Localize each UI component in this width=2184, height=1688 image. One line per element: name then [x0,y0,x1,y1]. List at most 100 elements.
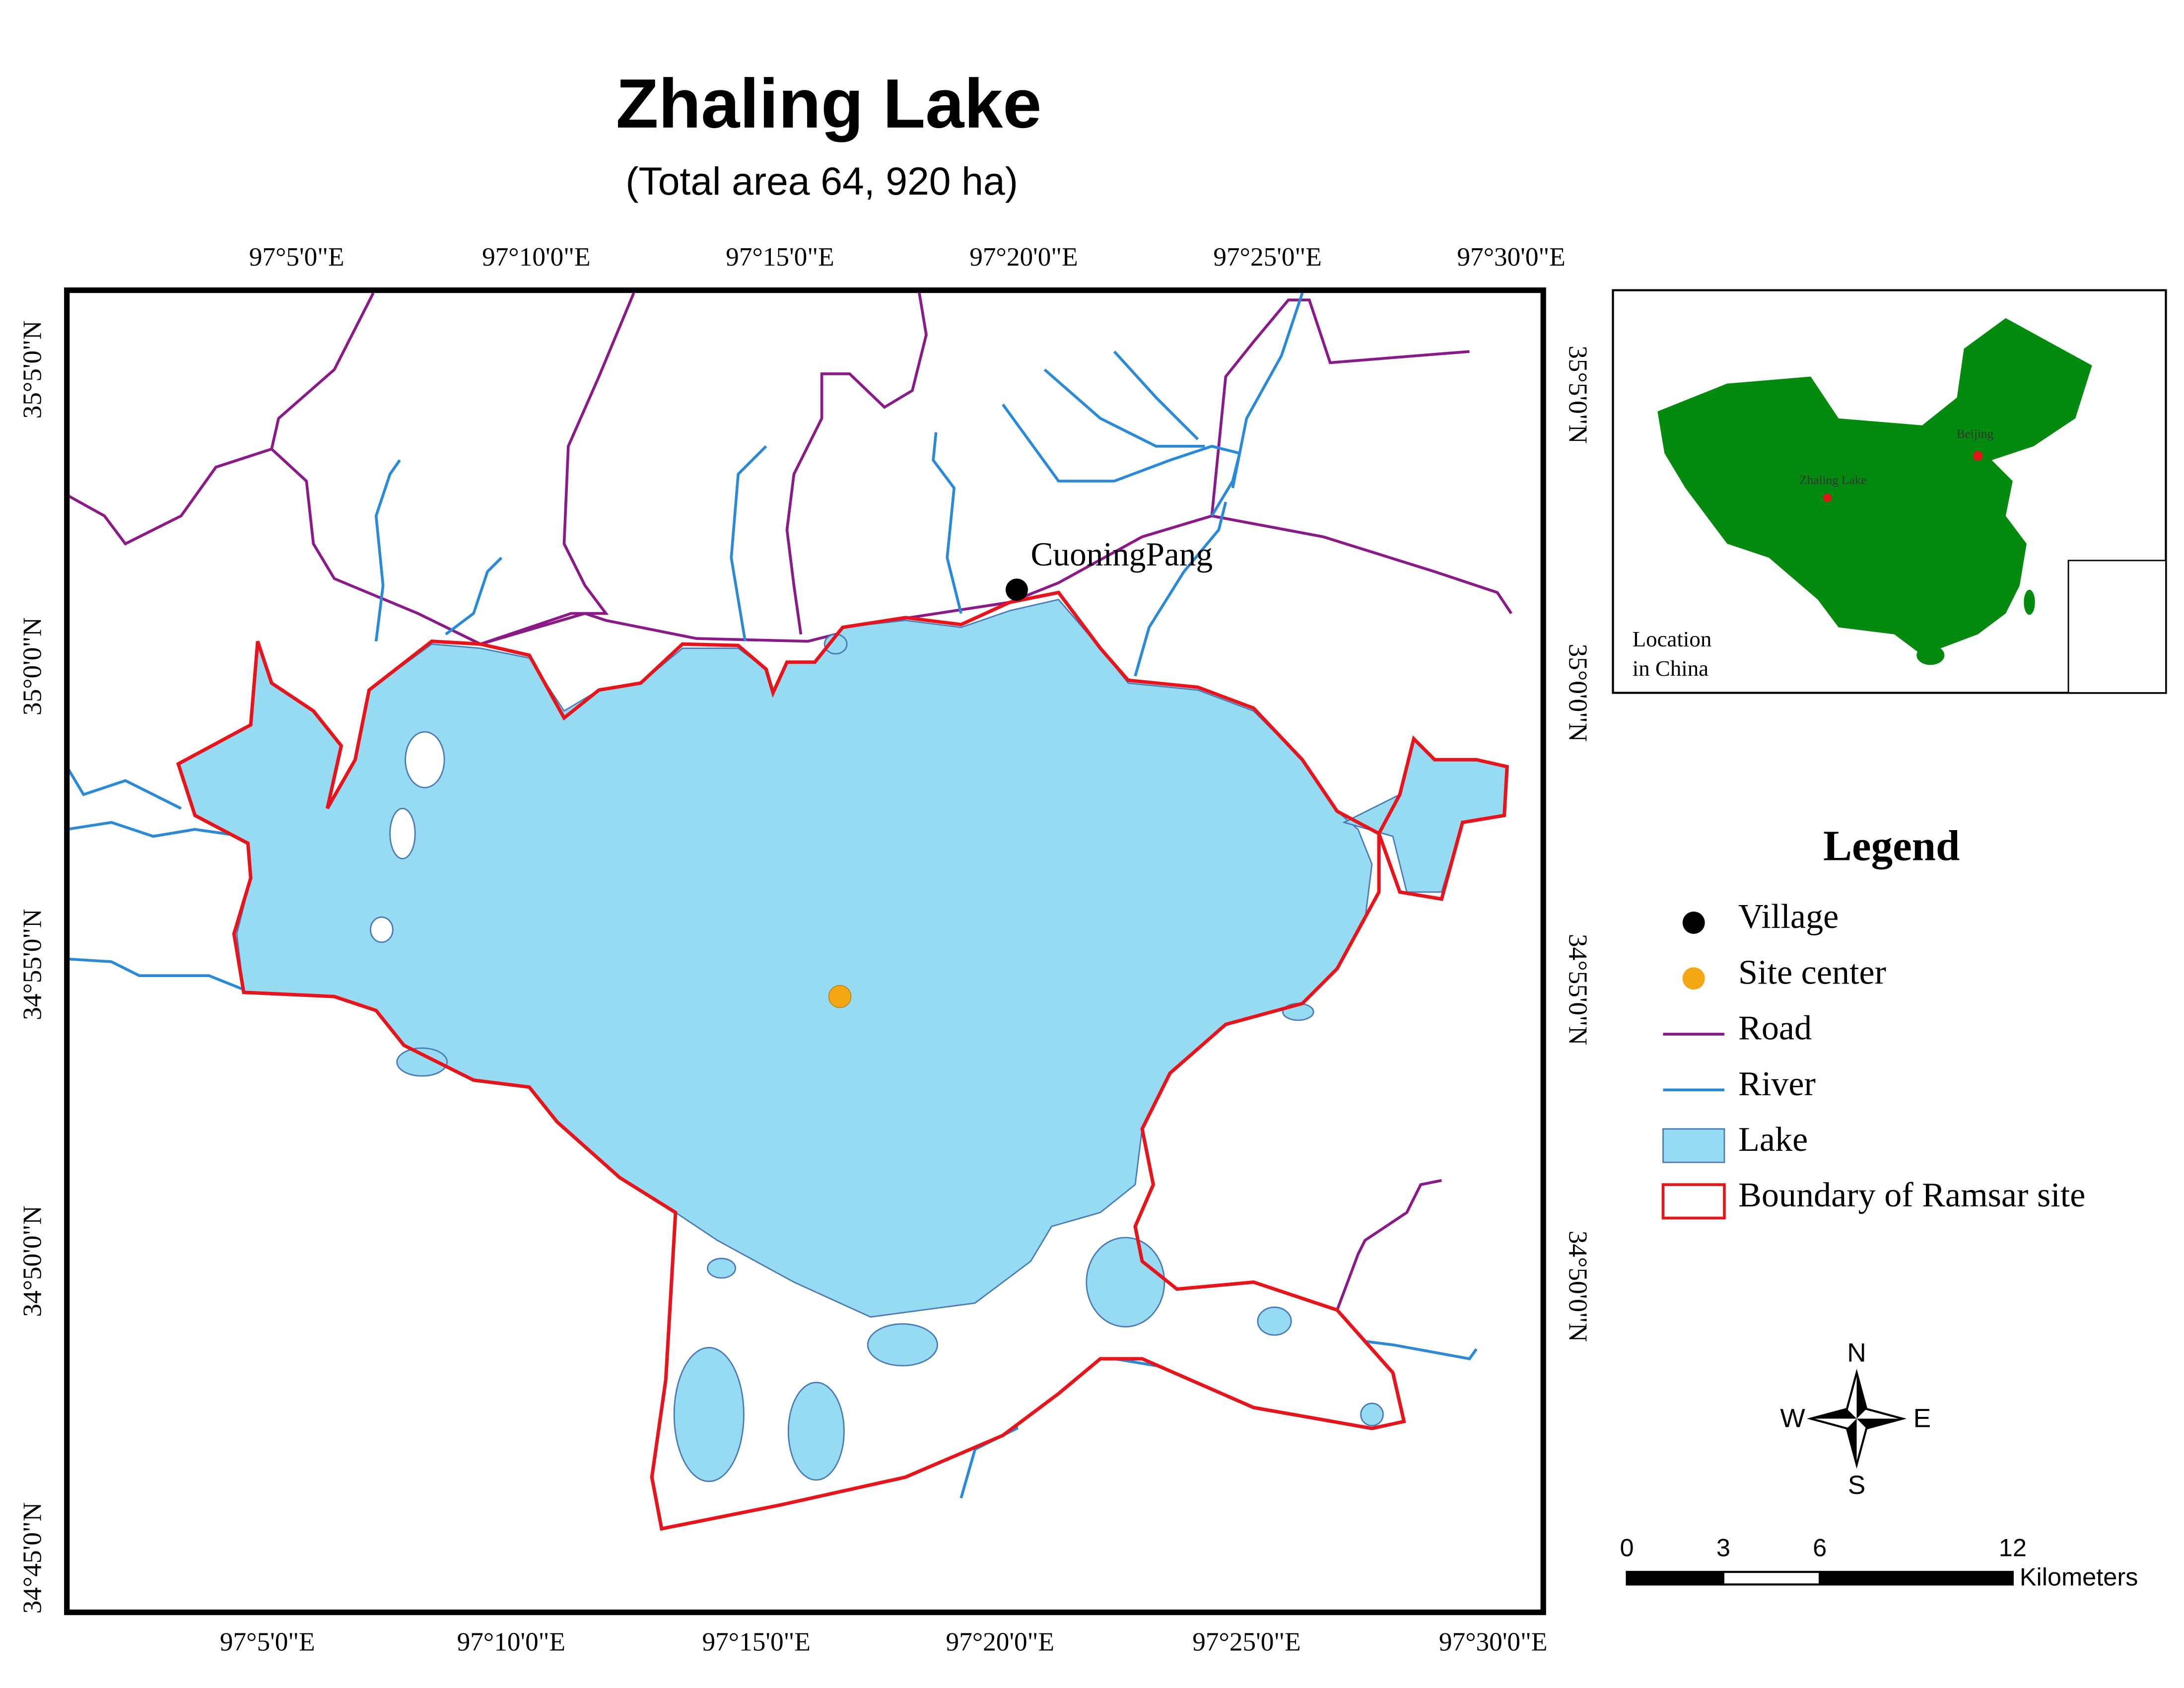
longitude-label: 97°20'0"E [946,1626,1054,1656]
latitude-label: 35°0'0"N [1563,644,1593,742]
longitude-label: 97°30'0"E [1439,1626,1547,1656]
compass-shade [1856,1372,1867,1419]
river [1134,501,1228,677]
island [389,808,416,859]
longitude-label: 97°15'0"E [726,242,834,272]
latitude-label: 34°55'0"N [1563,934,1593,1045]
legend-symbol [1662,1128,1725,1163]
latitude-label: 34°45'0"N [17,1502,47,1614]
river [1113,351,1199,440]
inset-lake-label: Zhaling Lake [1799,473,1866,487]
compass-n: N [1847,1338,1866,1368]
longitude-label: 97°20'0"E [969,242,1078,272]
lake [1360,1403,1384,1426]
site-center-marker [828,985,852,1008]
longitude-label: 97°5'0"E [249,242,344,272]
river [67,957,252,994]
village-marker [1006,578,1028,601]
legend-label: Lake [1738,1120,1808,1159]
legend-label: Site center [1738,953,1886,991]
map: CuoningPang [64,287,1546,1616]
capital-marker [1973,451,1983,461]
river [1043,368,1205,448]
latitude-label: 34°55'0"N [17,909,47,1020]
lake [396,1047,448,1077]
scale-segment [1819,1571,2014,1586]
road [1210,298,1470,516]
island [370,916,394,943]
subtitle: (Total area 64, 920 ha) [625,159,1018,203]
inset-caption: Location [1633,627,1712,651]
map-frame [64,287,1546,1616]
compass-shade [1846,1418,1857,1465]
longitude-label: 97°5'0"E [220,1626,315,1656]
compass-shade [1856,1418,1903,1429]
longitude-label: 97°15'0"E [702,1626,810,1656]
latitude-label: 35°5'0"N [1563,346,1593,444]
inset-capital-label: Beijing [1957,427,1994,441]
river [67,821,244,838]
scale-label: 0 [1620,1534,1634,1562]
river [66,766,182,810]
south-sea-box [2067,560,2167,694]
scale-segment [1626,1571,1724,1586]
lake [867,1323,938,1367]
title: Zhaling Lake [616,65,1042,142]
china [1657,318,2092,655]
scale-bar: Kilometers 0 3 6 12 [1620,1534,2138,1591]
road [271,448,1512,646]
compass-shade [1810,1408,1857,1419]
latitude-label: 35°5'0"N [17,321,47,419]
river [1231,292,1304,489]
longitude-label: 97°10'0"E [482,242,590,272]
inset-caption: in China [1633,656,1708,681]
river [374,459,401,642]
inset: Zhaling Lake Beijing Location in China [1612,289,2167,694]
longitude-label: 97°25'0"E [1192,1626,1300,1656]
legend-label: Road [1738,1009,1812,1048]
compass: N S W E [1780,1338,1931,1500]
scale-label: 12 [1999,1534,2027,1562]
latitude-label: 34°50'0"N [1563,1231,1593,1342]
compass-w: W [1780,1404,1805,1433]
lake [787,1382,845,1481]
lake [1257,1306,1292,1336]
legend-label: River [1738,1064,1816,1103]
lake [1086,1237,1165,1328]
scale-segment [1722,1571,1821,1586]
longitude-label: 97°25'0"E [1213,242,1321,272]
village-label: CuoningPang [1031,536,1213,573]
taiwan [2024,589,2035,615]
longitude-label: 97°10'0"E [457,1626,565,1656]
river [445,557,503,635]
scale-unit: Kilometers [2020,1563,2138,1591]
small-lakes [396,633,1384,1482]
latitude-label: 34°50'0"N [17,1205,47,1317]
legend-symbol [1682,912,1705,934]
islands [370,731,445,943]
legend-label: Boundary of Ramsar site [1738,1176,2085,1214]
hainan [1916,645,1945,665]
river [730,445,767,642]
lake [673,1347,745,1482]
road [66,292,375,546]
ramsar-boundary [176,590,1509,1531]
longitude-label: 97°30'0"E [1457,242,1565,272]
island [405,731,445,788]
legend-symbol [1661,1183,1726,1220]
legend-label: Village [1738,897,1839,936]
latitude-label: 35°0'0"N [17,617,47,715]
zhaling-marker [1823,493,1832,502]
compass-s: S [1848,1471,1866,1500]
scale-label: 3 [1716,1534,1730,1562]
legend-symbol [1682,967,1705,990]
legend-title: Legend [1823,822,1960,870]
road [785,292,928,635]
compass-e: E [1913,1404,1931,1433]
legend: Legend [1661,822,1960,1220]
river [932,432,962,614]
lake [707,1258,737,1279]
scale-label: 6 [1813,1534,1827,1562]
road [480,292,635,645]
